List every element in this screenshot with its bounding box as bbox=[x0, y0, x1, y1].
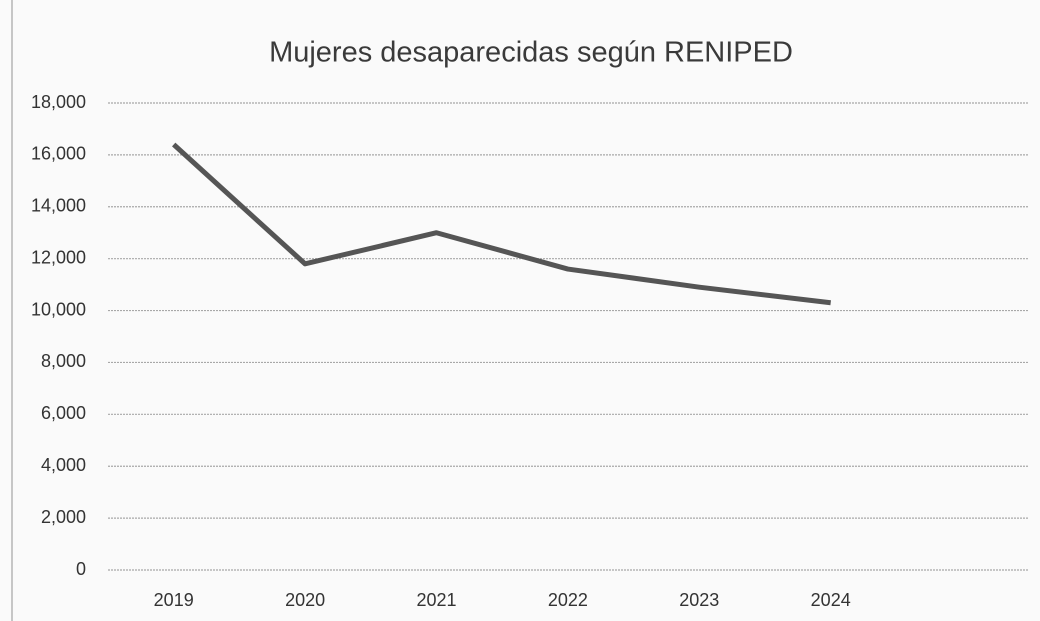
x-tick-label: 2023 bbox=[679, 590, 719, 610]
line bbox=[172, 142, 831, 306]
y-tick-label: 16,000 bbox=[31, 144, 86, 164]
y-tick-label: 2,000 bbox=[41, 507, 86, 527]
y-tick-label: 0 bbox=[76, 559, 86, 579]
y-tick-label: 10,000 bbox=[31, 299, 86, 319]
x-tick-label: 2020 bbox=[285, 590, 325, 610]
y-tick-label: 8,000 bbox=[41, 351, 86, 371]
x-tick-label: 2019 bbox=[154, 590, 194, 610]
y-tick-label: 12,000 bbox=[31, 247, 86, 267]
y-tick-label: 14,000 bbox=[31, 196, 86, 216]
x-tick-label: 2024 bbox=[811, 590, 851, 610]
x-tick-label: 2022 bbox=[548, 590, 588, 610]
x-tick-label: 2021 bbox=[416, 590, 456, 610]
y-tick-label: 6,000 bbox=[41, 403, 86, 423]
y-tick-label: 4,000 bbox=[41, 455, 86, 475]
chart-title: Mujeres desaparecidas según RENIPED bbox=[269, 37, 793, 69]
y-tick-label: 18,000 bbox=[31, 92, 86, 112]
